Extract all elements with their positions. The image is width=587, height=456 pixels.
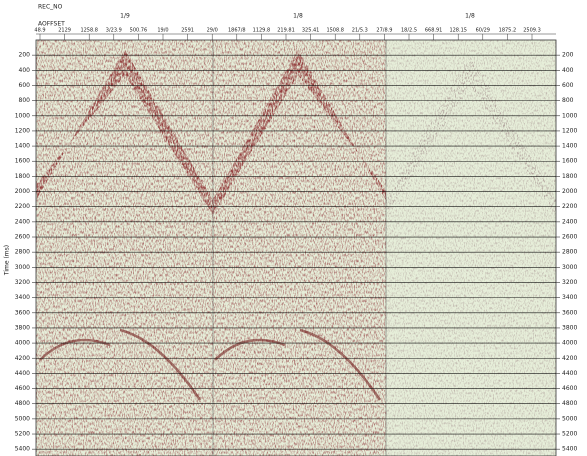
y-tick-label: 3400	[15, 294, 30, 301]
offset-label: 128.15	[449, 28, 467, 34]
y-tick-label-right: 800	[562, 97, 574, 104]
y-tick-label-right: 5200	[562, 431, 577, 438]
y-tick-label: 4800	[15, 400, 30, 407]
offset-label: 1508.8	[326, 28, 344, 34]
y-tick-label-right: 1600	[562, 158, 577, 165]
offset-label: 48.9	[34, 28, 45, 34]
y-tick-label-right: 3000	[562, 264, 577, 271]
y-tick-label: 1600	[15, 158, 30, 165]
y-tick-label: 2400	[15, 218, 30, 225]
offset-label: 325.41	[302, 28, 320, 34]
y-tick-label-right: 4800	[562, 400, 577, 407]
y-tick-label-right: 4400	[562, 370, 577, 377]
panel-label: 1/9	[120, 13, 130, 20]
offset-label: 27/8.9	[376, 28, 392, 34]
y-tick-label: 5400	[15, 446, 30, 453]
y-tick-label: 600	[19, 82, 31, 89]
y-tick-label-right: 400	[562, 67, 574, 74]
offset-label: 18/2.5	[401, 28, 417, 34]
y-tick-label: 3200	[15, 279, 30, 286]
panel-label: 1/8	[293, 13, 303, 20]
y-tick-label: 5200	[15, 431, 30, 438]
y-tick-label-right: 4000	[562, 340, 577, 347]
trace-noise	[36, 40, 386, 456]
y-tick-label: 1200	[15, 127, 30, 134]
y-tick-label-right: 1800	[562, 173, 577, 180]
y-tick-label-right: 2600	[562, 234, 577, 241]
y-tick-label: 3600	[15, 309, 30, 316]
offset-label: 1867/8	[228, 28, 246, 34]
offset-label: 668.91	[425, 28, 443, 34]
y-tick-label: 3000	[15, 264, 30, 271]
offset-label: 2509.3	[523, 28, 541, 34]
y-tick-label: 1400	[15, 143, 30, 150]
y-tick-label: 2600	[15, 234, 30, 241]
offset-label: 219.81	[277, 28, 295, 34]
y-tick-label-right: 5400	[562, 446, 577, 453]
offset-label: 29/0	[207, 28, 218, 34]
y-tick-label: 800	[19, 97, 31, 104]
y-tick-label: 5000	[15, 415, 30, 422]
trace-noise-faint	[386, 40, 556, 456]
y-tick-label-right: 3200	[562, 279, 577, 286]
y-tick-label-right: 1200	[562, 127, 577, 134]
y-tick-label-right: 1400	[562, 143, 577, 150]
y-tick-label-right: 2800	[562, 249, 577, 256]
y-tick-label-right: 600	[562, 82, 574, 89]
offset-label: 2591	[181, 28, 194, 34]
y-tick-label-right: 3400	[562, 294, 577, 301]
y-tick-label-right: 2400	[562, 218, 577, 225]
y-tick-label: 1000	[15, 112, 30, 119]
y-tick-label: 4600	[15, 385, 30, 392]
y-tick-label: 2200	[15, 203, 30, 210]
y-tick-label: 400	[19, 67, 31, 74]
offset-label: 1875.2	[499, 28, 517, 34]
offset-label: 3/23.9	[106, 28, 122, 34]
panel-label: 1/8	[465, 13, 475, 20]
y-tick-label: 3800	[15, 324, 30, 331]
y-tick-label-right: 4200	[562, 355, 577, 362]
y-tick-label: 2800	[15, 249, 30, 256]
seismic-viewer: REC_NO AOFFSET Time (ms) 1/9 1/8 1/8 48.9 21…	[0, 0, 587, 456]
y-tick-label: 200	[19, 52, 31, 59]
y-axis-title: Time (ms)	[4, 245, 11, 276]
y-tick-label-right: 200	[562, 52, 574, 59]
y-tick-label: 1800	[15, 173, 30, 180]
offset-label: 1129.8	[253, 28, 271, 34]
y-tick-label: 4400	[15, 370, 30, 377]
offset-label: 21/5.3	[352, 28, 368, 34]
y-tick-label-right: 1000	[562, 112, 577, 119]
offset-label: 2129	[58, 28, 71, 34]
y-tick-label-right: 3600	[562, 309, 577, 316]
offset-label: 19/0	[157, 28, 168, 34]
offset-label: AOFFSET	[38, 21, 65, 28]
y-tick-label-right: 5000	[562, 415, 577, 422]
y-tick-label-right: 3800	[562, 324, 577, 331]
offset-label: 500.76	[130, 28, 148, 34]
y-tick-label-right: 2200	[562, 203, 577, 210]
y-tick-label-right: 4600	[562, 385, 577, 392]
offset-label: 1258.8	[80, 28, 98, 34]
y-tick-label-right: 2000	[562, 188, 577, 195]
y-tick-label: 4000	[15, 340, 30, 347]
y-tick-label: 2000	[15, 188, 30, 195]
y-tick-label: 4200	[15, 355, 30, 362]
rec-no-label: REC_NO	[38, 4, 63, 11]
offset-label: 60/29	[476, 28, 490, 34]
